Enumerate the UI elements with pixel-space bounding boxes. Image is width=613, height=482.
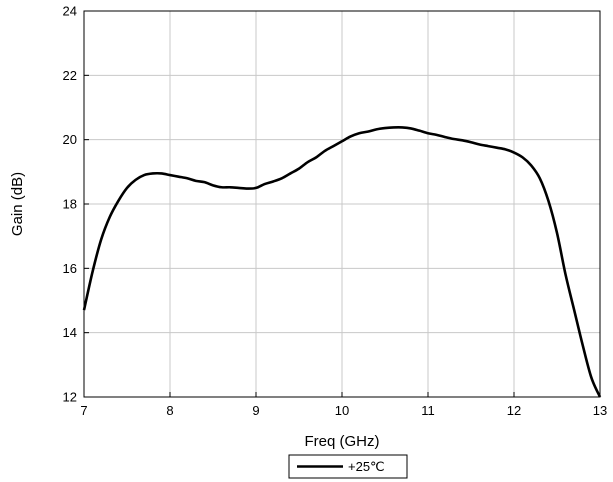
axis-ticks: 7 8 9 10 11 12 13 12 14 16 18 20 22 24 — [63, 4, 608, 419]
y-axis-label: Gain (dB) — [9, 172, 26, 236]
series-line-0 — [82, 126, 602, 398]
y-tick-label: 24 — [63, 4, 77, 19]
y-tick-label: 20 — [63, 132, 77, 147]
legend: +25℃ — [288, 454, 408, 479]
x-axis-label: Freq (GHz) — [305, 433, 380, 450]
x-tick-label: 9 — [252, 403, 259, 418]
x-tick-label: 7 — [80, 403, 87, 418]
legend-label: +25℃ — [348, 459, 385, 474]
x-tick-label: 12 — [507, 403, 521, 418]
x-tick-label: 8 — [166, 403, 173, 418]
y-tick-label: 22 — [63, 68, 77, 83]
x-tick-label: 10 — [335, 403, 349, 418]
data-series — [82, 126, 602, 398]
y-tick-label: 18 — [63, 197, 77, 212]
legend-box — [288, 454, 408, 479]
x-tick-label: 13 — [593, 403, 607, 418]
x-tick-label: 11 — [421, 403, 435, 418]
y-tick-label: 16 — [63, 261, 77, 276]
grid-lines — [83, 10, 601, 398]
y-tick-label: 14 — [63, 325, 77, 340]
y-tick-label: 12 — [63, 390, 77, 405]
